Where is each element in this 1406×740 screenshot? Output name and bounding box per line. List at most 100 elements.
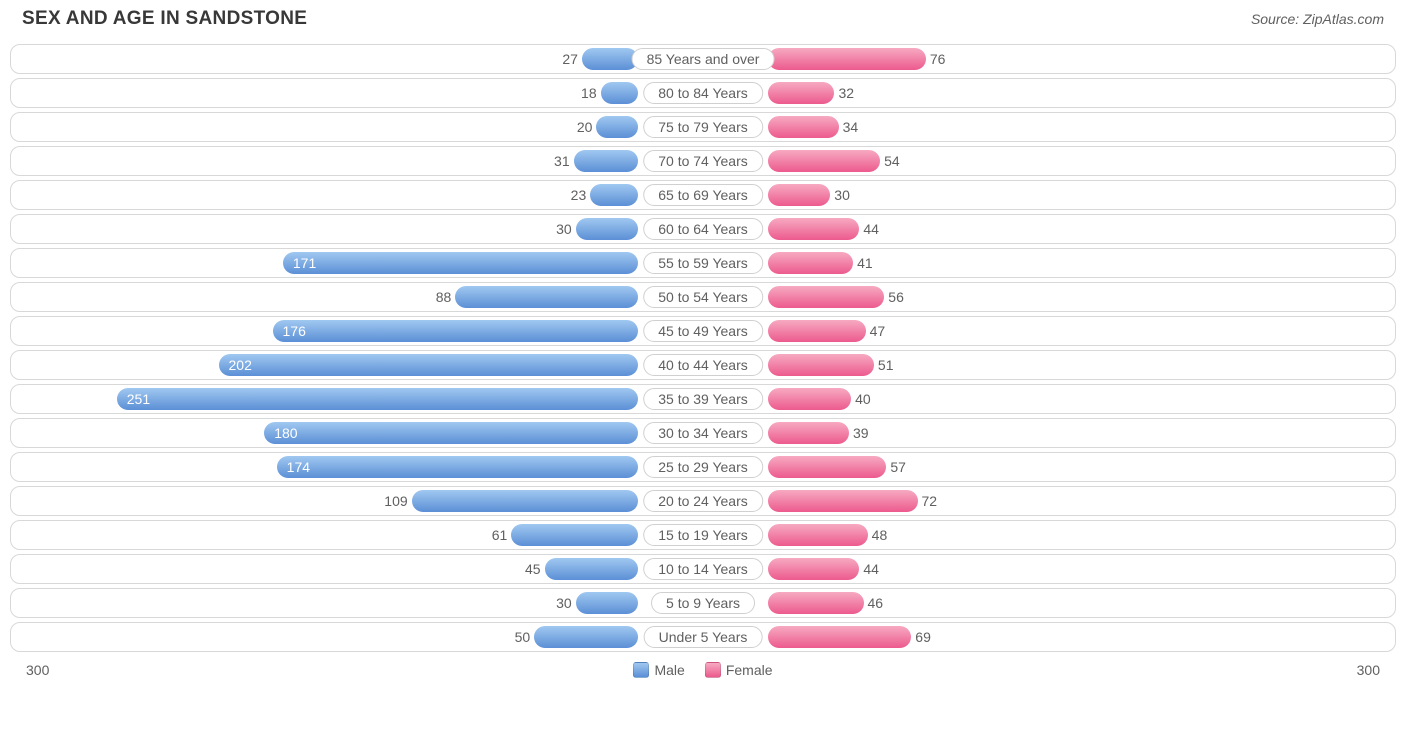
male-bar: 176: [273, 320, 638, 342]
pyramid-row: 1803930 to 34 Years: [10, 418, 1396, 448]
female-bar: 34: [768, 116, 839, 138]
female-value: 56: [884, 289, 910, 305]
pyramid-row: 1764745 to 49 Years: [10, 316, 1396, 346]
pyramid-row: 1097220 to 24 Years: [10, 486, 1396, 516]
female-value: 72: [918, 493, 944, 509]
pyramid-row: 202 5140 to 44 Years: [10, 350, 1396, 380]
female-bar: 48: [768, 524, 868, 546]
female-bar: 69: [768, 626, 911, 648]
female-bar: 72: [768, 490, 918, 512]
female-value: 69: [911, 629, 937, 645]
pyramid-row: 454410 to 14 Years: [10, 554, 1396, 584]
age-category-label: 45 to 49 Years: [643, 320, 763, 342]
male-value: 30: [550, 595, 576, 611]
female-value: 44: [859, 221, 885, 237]
legend: Male Female: [633, 662, 772, 678]
pyramid-row: 183280 to 84 Years: [10, 78, 1396, 108]
male-bar: 171: [283, 252, 638, 274]
male-bar: 20: [596, 116, 638, 138]
pyramid-row: 31 5470 to 74 Years: [10, 146, 1396, 176]
age-category-label: 75 to 79 Years: [643, 116, 763, 138]
female-value: 48: [868, 527, 894, 543]
female-bar: 76: [768, 48, 926, 70]
female-value: 44: [859, 561, 885, 577]
pyramid-row: 251 40 35 to 39 Years: [10, 384, 1396, 414]
male-bar: 202: [219, 354, 638, 376]
female-value: 41: [853, 255, 879, 271]
chart-title: SEX AND AGE IN SANDSTONE: [22, 8, 307, 30]
female-bar: 56: [768, 286, 884, 308]
female-value: 57: [886, 459, 912, 475]
chart-source: Source: ZipAtlas.com: [1251, 11, 1384, 27]
male-bar: 88: [455, 286, 638, 308]
male-bar: 23: [590, 184, 638, 206]
male-value: 18: [575, 85, 601, 101]
female-bar: 30: [768, 184, 830, 206]
female-bar: 46: [768, 592, 864, 614]
legend-female-label: Female: [726, 662, 773, 678]
age-category-label: 5 to 9 Years: [651, 592, 755, 614]
male-value: 171: [283, 255, 322, 271]
male-value: 23: [565, 187, 591, 203]
male-bar: 61: [511, 524, 638, 546]
male-value: 88: [430, 289, 456, 305]
age-category-label: 25 to 29 Years: [643, 456, 763, 478]
male-value: 20: [571, 119, 597, 135]
male-value: 61: [486, 527, 512, 543]
male-swatch-icon: [633, 662, 649, 678]
female-swatch-icon: [705, 662, 721, 678]
age-category-label: 10 to 14 Years: [643, 558, 763, 580]
male-value: 202: [219, 357, 258, 373]
female-bar: 51: [768, 354, 874, 376]
age-category-label: 65 to 69 Years: [643, 184, 763, 206]
female-bar: 44: [768, 558, 859, 580]
pyramid-row: 614815 to 19 Years: [10, 520, 1396, 550]
male-bar: 50: [534, 626, 638, 648]
female-value: 40: [851, 391, 877, 407]
male-value: 50: [509, 629, 535, 645]
age-category-label: 50 to 54 Years: [643, 286, 763, 308]
population-pyramid: 277685 Years and over183280 to 84 Years2…: [0, 34, 1406, 652]
male-value: 27: [556, 51, 582, 67]
age-category-label: 40 to 44 Years: [643, 354, 763, 376]
male-bar: 31: [574, 150, 638, 172]
male-bar: 27: [582, 48, 638, 70]
female-value: 32: [834, 85, 860, 101]
chart-container: SEX AND AGE IN SANDSTONE Source: ZipAtla…: [0, 0, 1406, 688]
age-category-label: 35 to 39 Years: [643, 388, 763, 410]
female-value: 47: [866, 323, 892, 339]
female-value: 46: [864, 595, 890, 611]
pyramid-row: 30 46 5 to 9 Years: [10, 588, 1396, 618]
female-bar: 54: [768, 150, 880, 172]
male-bar: 30: [576, 218, 638, 240]
female-bar: 44: [768, 218, 859, 240]
age-category-label: 70 to 74 Years: [643, 150, 763, 172]
age-category-label: Under 5 Years: [644, 626, 763, 648]
male-value: 176: [273, 323, 312, 339]
female-bar: 47: [768, 320, 866, 342]
male-value: 251: [117, 391, 156, 407]
female-bar: 41: [768, 252, 853, 274]
age-category-label: 60 to 64 Years: [643, 218, 763, 240]
age-category-label: 30 to 34 Years: [643, 422, 763, 444]
pyramid-row: 885650 to 54 Years: [10, 282, 1396, 312]
female-bar: 39: [768, 422, 849, 444]
female-value: 76: [926, 51, 952, 67]
pyramid-row: 304460 to 64 Years: [10, 214, 1396, 244]
legend-male: Male: [633, 662, 684, 678]
male-bar: 45: [545, 558, 638, 580]
male-value: 174: [277, 459, 316, 475]
female-value: 39: [849, 425, 875, 441]
male-value: 45: [519, 561, 545, 577]
age-category-label: 85 Years and over: [632, 48, 775, 70]
legend-female: Female: [705, 662, 773, 678]
pyramid-row: 5069Under 5 Years: [10, 622, 1396, 652]
male-value: 180: [264, 425, 303, 441]
pyramid-row: 1714155 to 59 Years: [10, 248, 1396, 278]
male-value: 30: [550, 221, 576, 237]
male-bar: 30: [576, 592, 638, 614]
chart-header: SEX AND AGE IN SANDSTONE Source: ZipAtla…: [0, 0, 1406, 34]
pyramid-row: 23 3065 to 69 Years: [10, 180, 1396, 210]
male-value: 31: [548, 153, 574, 169]
pyramid-row: 174 57 25 to 29 Years: [10, 452, 1396, 482]
